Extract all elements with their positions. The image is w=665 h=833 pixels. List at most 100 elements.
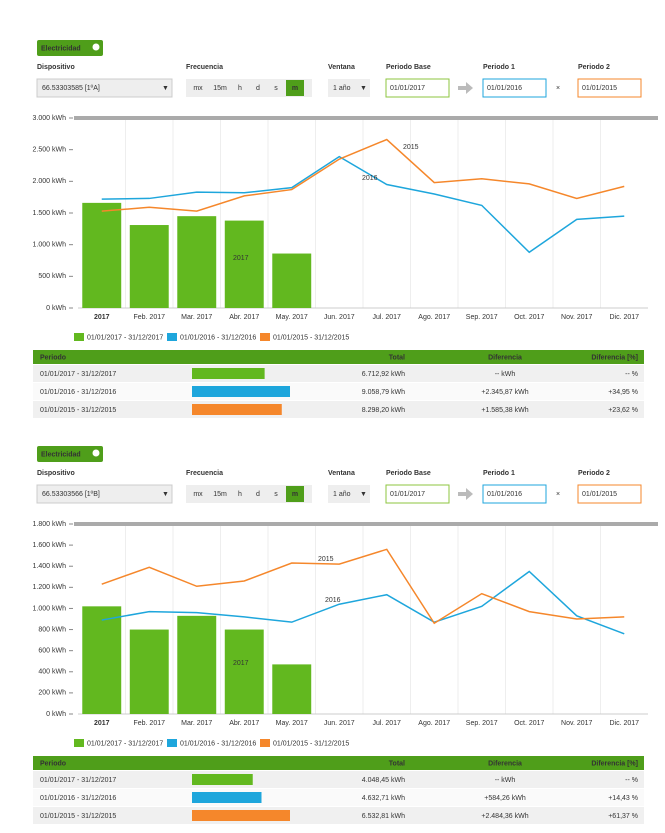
badge-label: Electricidad	[41, 45, 81, 52]
field-label: Ventana	[328, 64, 355, 71]
frequency-group	[186, 79, 312, 97]
table-row-bg	[33, 789, 644, 806]
table-row-bg	[33, 807, 644, 824]
frequency-active[interactable]	[286, 486, 304, 502]
total-bar	[192, 368, 265, 379]
date-input[interactable]	[577, 78, 642, 98]
bulb-icon	[92, 449, 100, 457]
legend-swatch	[74, 333, 84, 341]
bar	[129, 629, 169, 714]
clear-icon: ×	[556, 85, 560, 92]
y-tick-label: 1.000 kWh	[33, 605, 67, 612]
dropdown-arrow: ▼	[360, 491, 367, 498]
period-cell: 01/01/2017 - 31/12/2017	[40, 371, 116, 378]
window-select[interactable]	[328, 485, 370, 503]
frequency-button[interactable]: h	[238, 85, 242, 92]
x-tick-label: Jul. 2017	[373, 314, 402, 321]
x-tick-label: Mar. 2017	[181, 720, 212, 727]
device-value: 66.53303566 [1ºB]	[42, 491, 100, 498]
table-row-bg	[33, 401, 644, 418]
field-label: Frecuencia	[186, 64, 223, 71]
diff-pct-cell: +61,37 %	[608, 813, 638, 820]
window-value: 1 año	[333, 491, 351, 498]
total-cell: 4.048,45 kWh	[362, 777, 405, 784]
y-tick-label: 800 kWh	[38, 626, 66, 633]
legend-swatch	[260, 739, 270, 747]
legend-label: 01/01/2017 - 31/12/2017	[87, 740, 163, 747]
bar	[224, 220, 264, 308]
bar	[177, 615, 217, 714]
frequency-button[interactable]: s	[274, 491, 278, 498]
field-label: Dispositivo	[37, 64, 75, 71]
period-cell: 01/01/2017 - 31/12/2017	[40, 777, 116, 784]
total-cell: 8.298,20 kWh	[362, 407, 405, 414]
date-input[interactable]	[385, 484, 450, 504]
frequency-button[interactable]: s	[274, 85, 278, 92]
table-row-bg	[33, 771, 644, 788]
diff-cell: +1.585,38 kWh	[481, 407, 528, 414]
table-header: Diferencia	[488, 354, 522, 361]
x-tick-label: Oct. 2017	[514, 720, 544, 727]
annotation: 2017	[233, 255, 249, 262]
legend-label: 01/01/2016 - 31/12/2016	[180, 334, 256, 341]
table-header: Diferencia [%]	[591, 354, 638, 361]
frequency-button[interactable]: m	[292, 85, 298, 92]
bar	[82, 202, 122, 308]
date-input[interactable]	[482, 484, 547, 504]
date-value: 01/01/2015	[582, 491, 617, 498]
date-value: 01/01/2017	[390, 85, 425, 92]
frequency-button[interactable]: 15m	[213, 491, 227, 498]
frequency-button[interactable]: mx	[193, 85, 203, 92]
frequency-button[interactable]: d	[256, 491, 260, 498]
period-cell: 01/01/2015 - 31/12/2015	[40, 813, 116, 820]
field-label: Periodo Base	[386, 64, 431, 71]
annotation: 2015	[403, 144, 419, 151]
bulb-icon	[92, 43, 100, 51]
field-label: Periodo 1	[483, 64, 515, 71]
diff-cell: +584,26 kWh	[484, 795, 526, 802]
frequency-button[interactable]: m	[292, 491, 298, 498]
field-label: Ventana	[328, 470, 355, 477]
table-row-bg	[33, 383, 644, 400]
dropdown-arrow: ▼	[162, 85, 169, 92]
y-tick-label: 1.000 kWh	[33, 242, 67, 249]
total-cell: 4.632,71 kWh	[362, 795, 405, 802]
x-tick-label: May. 2017	[276, 314, 308, 321]
annotation: 2017	[233, 660, 249, 667]
diff-pct-cell: -- %	[625, 371, 638, 378]
date-value: 01/01/2015	[582, 85, 617, 92]
frequency-active[interactable]	[286, 80, 304, 96]
annotation: 2016	[362, 175, 378, 182]
line-series	[101, 138, 625, 212]
date-value: 01/01/2016	[487, 491, 522, 498]
x-tick-label: Abr. 2017	[229, 720, 259, 727]
y-tick-label: 1.500 kWh	[33, 210, 67, 217]
x-tick-label: May. 2017	[276, 720, 308, 727]
legend-label: 01/01/2015 - 31/12/2015	[273, 740, 349, 747]
date-input[interactable]	[577, 484, 642, 504]
frequency-button[interactable]: 15m	[213, 85, 227, 92]
date-input[interactable]	[385, 78, 450, 98]
field-label: Periodo Base	[386, 470, 431, 477]
device-select[interactable]	[36, 78, 173, 98]
annotation: 2016	[325, 597, 341, 604]
frequency-button[interactable]: d	[256, 85, 260, 92]
date-input[interactable]	[482, 78, 547, 98]
frequency-button[interactable]: mx	[193, 491, 203, 498]
x-tick-label: 2017	[94, 720, 110, 727]
period-cell: 01/01/2016 - 31/12/2016	[40, 389, 116, 396]
y-tick-label: 600 kWh	[38, 648, 66, 655]
badge-label: Electricidad	[41, 451, 81, 458]
x-tick-label: Feb. 2017	[133, 314, 165, 321]
frequency-button[interactable]: h	[238, 491, 242, 498]
field-label: Frecuencia	[186, 470, 223, 477]
total-cell: 6.532,81 kWh	[362, 813, 405, 820]
total-bar	[192, 810, 290, 821]
table-row-bg	[33, 365, 644, 382]
y-tick-label: 3.000 kWh	[33, 115, 67, 122]
window-select[interactable]	[328, 79, 370, 97]
legend-label: 01/01/2017 - 31/12/2017	[87, 334, 163, 341]
device-select[interactable]	[36, 484, 173, 504]
